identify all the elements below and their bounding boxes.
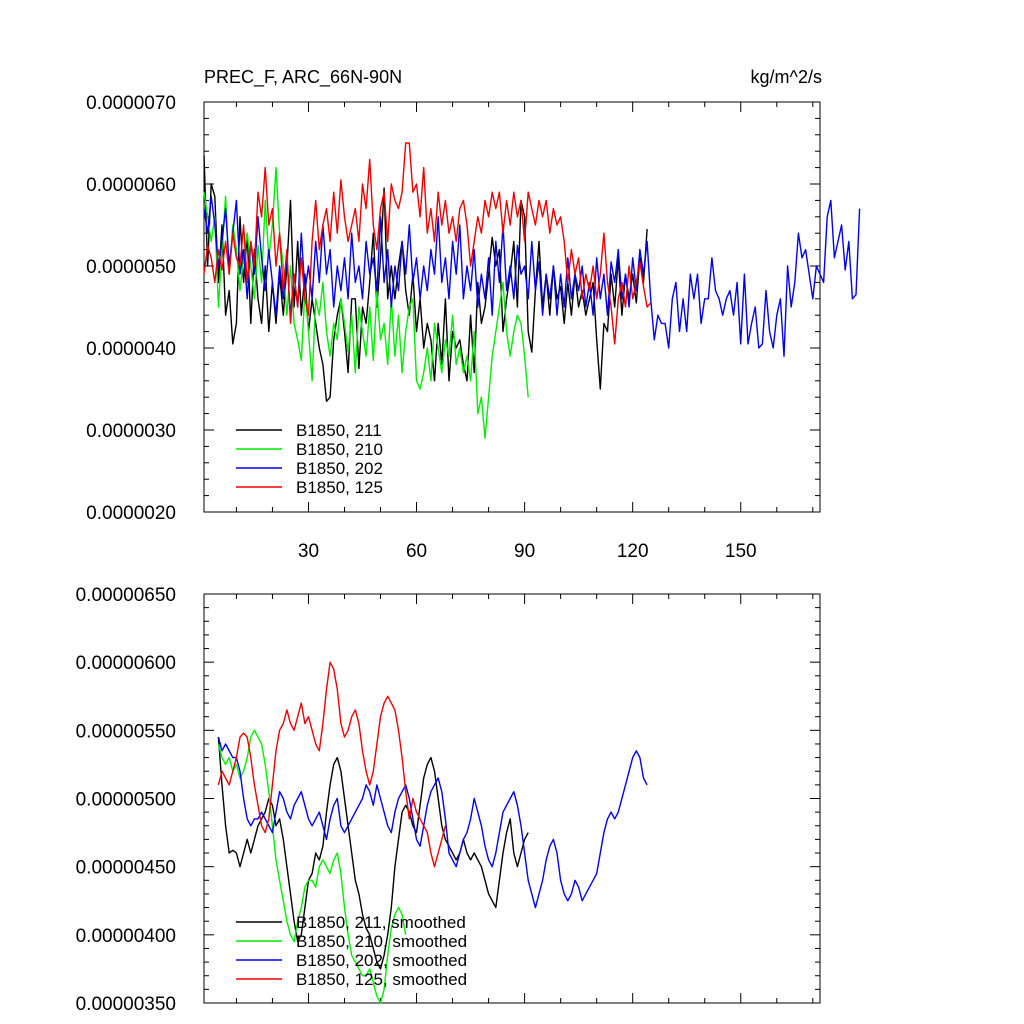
- panel1-y-tick-label: 0.0000030: [86, 421, 176, 442]
- panel2-series-line-2: [217, 729, 407, 1004]
- panel1-legend-label: B1850, 210: [296, 440, 383, 459]
- panel1-x-tick-label: 150: [725, 541, 757, 562]
- panel1-y-tick-label: 0.0000070: [86, 93, 176, 114]
- panel2-series: [217, 661, 648, 1004]
- panel1-y-tick-label: 0.0000050: [86, 257, 176, 278]
- panel2-legend-label: B1850, 211, smoothed: [296, 913, 466, 932]
- panel2-series-line-4: [217, 661, 447, 868]
- panel1-legend-label: B1850, 202: [296, 459, 383, 478]
- chart-title: PREC_F, ARC_66N-90N: [204, 67, 402, 88]
- panel2-series-line-3: [217, 736, 648, 909]
- units-label: kg/m^2/s: [751, 67, 822, 87]
- panel1-y-tick-label: 0.0000060: [86, 175, 176, 196]
- panel2-legend-label: B1850, 202, smoothed: [296, 951, 467, 970]
- panel2-y-tick-label: 0.00000400: [76, 926, 176, 947]
- panel1-legend-label: B1850, 125: [296, 478, 383, 497]
- panel1-plot-frame: [203, 101, 821, 513]
- panel2-y-ticks: 0.00000350 0.00000400 0.00000450 0.00000500…: [76, 585, 820, 1015]
- panel1-series-line-3: [203, 195, 861, 357]
- panel1-x-tick-label: 120: [617, 541, 649, 562]
- panel1-series-line-4: [203, 142, 652, 345]
- panel1-y-tick-label: 0.0000020: [86, 503, 176, 524]
- panel2-legend-label: B1850, 125, smoothed: [296, 970, 467, 989]
- panel2-y-tick-label: 0.00000350: [76, 994, 176, 1015]
- panel1-x-tick-label: 60: [406, 541, 427, 562]
- panel2-y-tick-label: 0.00000600: [76, 653, 176, 674]
- panel2-y-tick-label: 0.00000650: [76, 585, 176, 606]
- top-panel: 30 60 90 120 1500.00000200.00000300.00000400…: [86, 93, 861, 562]
- panel1-x-ticks: 30 60 90 120 150: [235, 102, 814, 562]
- panel1-series: [203, 142, 861, 439]
- panel1-y-ticks: 0.0000020 0.0000030 0.0000040 0.0000050 0.00…: [86, 93, 820, 524]
- bottom-panel: 0.00000350 0.00000400 0.00000450 0.00000500…: [76, 585, 821, 1015]
- panel2-y-tick-label: 0.00000450: [76, 858, 176, 879]
- panel1-x-tick-label: 30: [298, 541, 319, 562]
- panel1-legend-label: B1850, 211: [296, 421, 382, 440]
- panel2-legend-label: B1850, 210, smoothed: [296, 932, 467, 951]
- panel2-x-ticks: [235, 594, 814, 1003]
- panel2-y-tick-label: 0.00000500: [76, 790, 176, 811]
- panel1-y-tick-label: 0.0000040: [86, 339, 176, 360]
- panel2-y-tick-label: 0.00000550: [76, 721, 176, 742]
- panel1-series-line-2: [203, 166, 529, 439]
- panel1-x-tick-label: 90: [514, 541, 535, 562]
